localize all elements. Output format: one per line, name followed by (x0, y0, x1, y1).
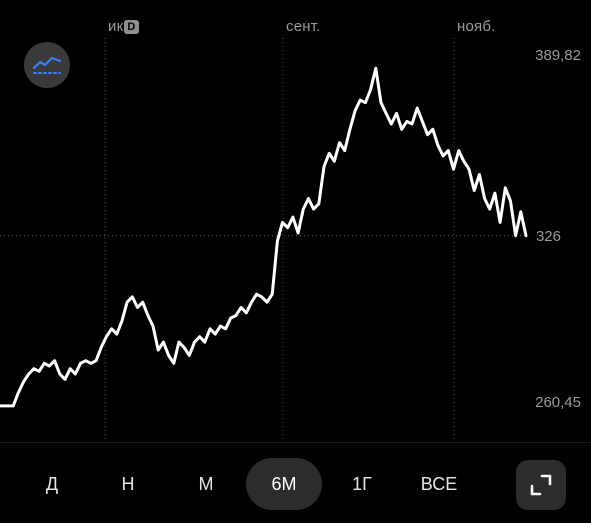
period-all[interactable]: ВСЕ (420, 474, 458, 494)
period-month[interactable]: М (198, 474, 214, 494)
expand-button[interactable] (516, 460, 566, 510)
price-chart[interactable] (0, 0, 591, 443)
month-label-aug-text: ик (108, 18, 124, 35)
chart-indicator-icon (32, 56, 62, 74)
d-badge: D (124, 20, 139, 34)
period-week[interactable]: Н (121, 474, 135, 494)
price-line (0, 66, 528, 408)
price-label-min: 260,45 (535, 394, 581, 411)
period-6m[interactable]: 6М (246, 458, 322, 510)
period-selector: Д Н М 6М 1Г ВСЕ (0, 458, 591, 510)
price-label-mid: 326 (535, 228, 561, 245)
month-label-sep: сент. (286, 18, 321, 35)
period-day[interactable]: Д (45, 474, 59, 494)
divider (0, 442, 591, 443)
period-1y[interactable]: 1Г (352, 474, 372, 494)
month-label-aug: ик D (108, 18, 139, 35)
month-label-nov: нояб. (457, 18, 496, 35)
expand-icon (530, 474, 552, 496)
indicator-button[interactable] (24, 42, 70, 88)
price-label-max: 389,82 (535, 47, 581, 64)
